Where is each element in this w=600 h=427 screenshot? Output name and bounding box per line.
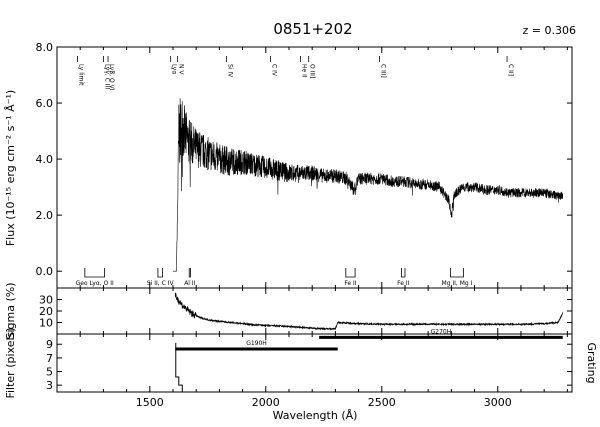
emission-label-8: O III]	[309, 64, 316, 78]
y-tick-label-flux-4: 8.0	[36, 41, 54, 54]
emission-label-6: C IV	[270, 64, 277, 77]
y-tick-label-filter-1: 5	[46, 366, 53, 379]
x-tick-label-3000: 3000	[484, 396, 512, 409]
y-tick-label-filter-2: 7	[46, 352, 53, 365]
emission-label-9: C III]	[379, 64, 386, 78]
y-tick-label-flux-0: 0.0	[36, 265, 54, 278]
absorption-label-5: Mg II, Mg I	[441, 280, 472, 287]
sigma-plot-frame	[56, 287, 573, 335]
emission-label-3: Lyα	[171, 64, 178, 74]
x-tick-label-2500: 2500	[368, 396, 396, 409]
absorption-bracket-2	[188, 268, 191, 278]
filter-plot-frame	[56, 333, 573, 393]
sigma-axis-label: Sigma (%)	[4, 282, 17, 339]
emission-label-10: C II]	[507, 64, 514, 76]
filter-trace-line	[175, 342, 183, 392]
sigma-x-ticks	[56, 288, 568, 334]
emission-label-4: N V	[178, 64, 185, 75]
absorption-bracket-1	[157, 268, 163, 278]
x-tick-label-1500: 1500	[136, 396, 164, 409]
y-tick-label-sigma-0: 10	[39, 317, 53, 330]
emission-label-0: Ly limit	[77, 64, 84, 86]
grating-bars: G190H G270H	[175, 328, 563, 351]
grating-axis-label: Grating	[585, 342, 598, 383]
absorption-label-4: Fe II	[397, 280, 409, 287]
emission-label-1: Lyγ, C III	[103, 64, 110, 89]
x-tick-labels: 1500 2000 2500 3000	[136, 396, 512, 409]
y-tick-label-flux-1: 2.0	[36, 209, 54, 222]
grating-label-G270H: G270H	[431, 328, 452, 335]
absorption-line-labels: Geo Lyα, O II Si II, C IV Al II Fe II Fe II M…	[76, 268, 473, 287]
flux-y-ticks: 0.0 2.0 4.0 6.0 8.0	[36, 41, 572, 278]
sigma-series-line	[174, 292, 564, 331]
absorption-bracket-3	[345, 268, 356, 278]
chart-title: 0851+202	[273, 20, 352, 38]
absorption-label-1: Si II, C IV	[147, 280, 175, 287]
absorption-bracket-4	[401, 268, 406, 278]
y-tick-label-filter-0: 3	[46, 379, 53, 392]
y-tick-label-sigma-1: 20	[39, 305, 53, 318]
absorption-bracket-0	[84, 268, 105, 278]
y-tick-label-filter-3: 9	[46, 338, 53, 351]
redshift-label: z = 0.306	[523, 24, 576, 37]
flux-series-line	[173, 98, 563, 272]
x-axis-label: Wavelength (Å)	[273, 409, 358, 422]
x-tick-label-2000: 2000	[252, 396, 280, 409]
absorption-label-3: Fe II	[344, 280, 356, 287]
absorption-label-2: Al II	[184, 280, 195, 287]
filter-axis-label: Filter (pixels)	[4, 327, 17, 398]
grating-label-G190H: G190H	[246, 340, 267, 347]
flux-panel: Flux (10⁻¹⁵ erg cm⁻² s⁻¹ Å⁻¹) 0.0 2.0 4.0 6…	[4, 41, 573, 289]
filter-x-ticks	[56, 334, 568, 392]
absorption-bracket-5	[450, 268, 464, 278]
emission-label-2: Lyβ, O VI	[108, 64, 115, 91]
y-tick-label-sigma-2: 30	[39, 294, 53, 307]
flux-axis-label: Flux (10⁻¹⁵ erg cm⁻² s⁻¹ Å⁻¹)	[4, 90, 17, 246]
absorption-label-0: Geo Lyα, O II	[76, 280, 114, 287]
emission-label-5: Si IV	[226, 64, 233, 78]
emission-label-7: He II	[301, 64, 308, 78]
y-tick-label-flux-2: 4.0	[36, 153, 54, 166]
y-tick-label-flux-3: 6.0	[36, 97, 54, 110]
